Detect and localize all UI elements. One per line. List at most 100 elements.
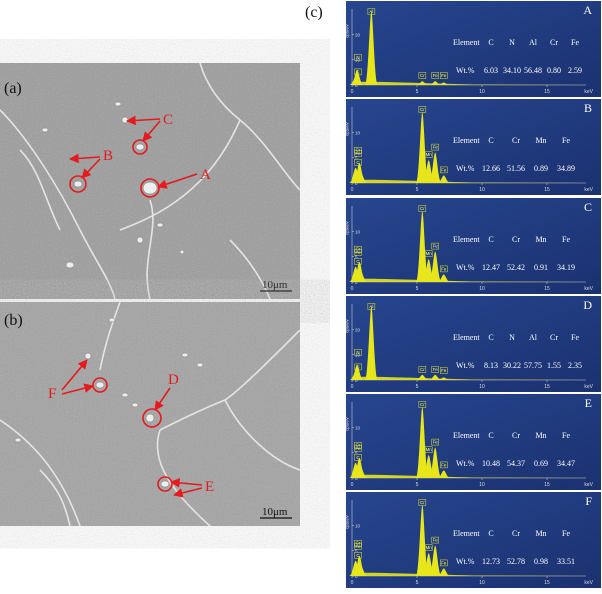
peak [354, 565, 368, 576]
peak [415, 505, 429, 576]
spectrum-letter: D [583, 298, 592, 312]
spectrum-letter: E [585, 396, 592, 410]
wt-header: Wt.% [456, 557, 475, 566]
peak-label-box [354, 258, 362, 265]
peak [354, 271, 368, 282]
x-tick-label: 15 [544, 286, 550, 292]
peak-label-box [418, 499, 427, 506]
spectrum-panel: 0 5 10 15 keVcps/eV0510CCrFeCrMnFeFeCElement… [345, 198, 601, 294]
peak-label-box [418, 72, 427, 79]
point-label: F [48, 386, 56, 402]
element-name: Fe [562, 235, 570, 244]
wt-value: 6.03 [484, 66, 498, 75]
peak-label: Al [369, 9, 373, 14]
point-label: B [103, 148, 113, 164]
peak-label: Fe [441, 266, 447, 271]
y-axis-label: cps/eV [345, 122, 350, 136]
element-name: Fe [562, 529, 570, 538]
x-tick-label: 0 [351, 187, 354, 193]
wt-value: 0.89 [534, 164, 548, 173]
element-header: Element [453, 333, 480, 342]
peak [354, 172, 368, 183]
element-name: Cr [512, 136, 520, 145]
peak-label: C [356, 553, 360, 558]
spectrum-panel: 0 5 10 15 keVcps/eV0510CCrFeCrMnFeFeFElement… [345, 492, 601, 588]
wt-value: 57.75 [524, 361, 542, 370]
peak [428, 545, 442, 576]
peak [415, 407, 429, 478]
y-tick-label: 0 [355, 83, 358, 88]
peak-label: Fe [441, 560, 447, 565]
wt-value: 0.80 [547, 66, 561, 75]
point-label: A [200, 167, 211, 183]
spectrum-panel: 051015keVcps/eV01020CNAlCrFeFeDElementWt… [345, 296, 601, 392]
element-name: C [488, 235, 493, 244]
peak-label: C [356, 160, 360, 165]
element-name: N [509, 38, 515, 47]
peak-label: Cr [420, 402, 425, 407]
sem-image-b: (b) D E F 10μm [0, 301, 301, 527]
x-tick-label: 0 [351, 286, 354, 292]
x-tick-label: 10 [479, 580, 485, 586]
element-name: Cr [550, 333, 558, 342]
y-tick-label: 0 [355, 378, 358, 383]
peak [428, 374, 442, 380]
peak [350, 69, 364, 85]
wt-header: Wt.% [456, 66, 475, 75]
x-tick-label: 15 [544, 482, 550, 488]
peak-label: Mn [426, 152, 433, 157]
x-tick-label: 5 [416, 482, 419, 488]
element-name: Mn [535, 235, 546, 244]
peak [437, 274, 451, 282]
peak-label-box [354, 150, 362, 157]
wt-value: 51.56 [507, 164, 525, 173]
spectrum-panel: 051015keVcps/eV01020CNAlCrFeFeAElementWt… [345, 1, 601, 97]
peak-label: Fe [355, 544, 361, 549]
peak-label: N [356, 55, 359, 60]
wt-header: Wt.% [456, 459, 475, 468]
peak-label-box [440, 367, 448, 374]
peak-label-box [440, 166, 448, 174]
y-tick-label: 5 [355, 451, 358, 456]
wt-value: 0.69 [534, 459, 548, 468]
peak-label: Fe [441, 73, 447, 78]
y-axis-label: cps/eV [345, 24, 350, 38]
element-name: Mn [535, 529, 546, 538]
x-tick-label: 0 [351, 482, 354, 488]
peak-label-box [431, 242, 439, 250]
x-tick-label: 10 [479, 187, 485, 193]
peak [428, 251, 442, 282]
peak-label-box [367, 303, 376, 310]
x-axis-label: keV [584, 482, 593, 488]
peak-label: Al [369, 304, 373, 309]
spectrum-panel: 0 5 10 15 keVcps/eV0510CCrFeCrMnFeFeBElement… [345, 99, 601, 195]
peak [415, 211, 429, 282]
spectrum-letter: A [583, 3, 592, 17]
element-name: Mn [535, 431, 546, 440]
peak-label-box [424, 250, 433, 257]
wt-value: 1.55 [547, 361, 561, 370]
wt-value: 34.47 [557, 459, 575, 468]
y-axis-label: cps/eV [345, 221, 350, 235]
peak [437, 470, 451, 478]
wt-value: 33.51 [557, 557, 575, 566]
peak-label: Fe [355, 151, 361, 156]
peak-label-box [354, 159, 362, 166]
peak [364, 11, 378, 85]
panel-background [346, 99, 601, 195]
peak-label: Fe [441, 167, 447, 172]
wt-value: 0.98 [534, 557, 548, 566]
peak-label: Fe [355, 446, 361, 451]
x-axis-label: keV [584, 89, 593, 95]
peak-label: Fe [433, 145, 439, 150]
element-name: C [488, 529, 493, 538]
element-name: C [488, 136, 493, 145]
peak-label-box [354, 54, 362, 61]
peak-label-box [440, 559, 448, 567]
peak-label: Cr [420, 500, 425, 505]
wt-value: 0.91 [534, 263, 548, 272]
peak-label-box [431, 143, 439, 151]
peak-label-box [431, 72, 439, 79]
peak-label: N [356, 350, 359, 355]
panel-background [346, 198, 601, 294]
